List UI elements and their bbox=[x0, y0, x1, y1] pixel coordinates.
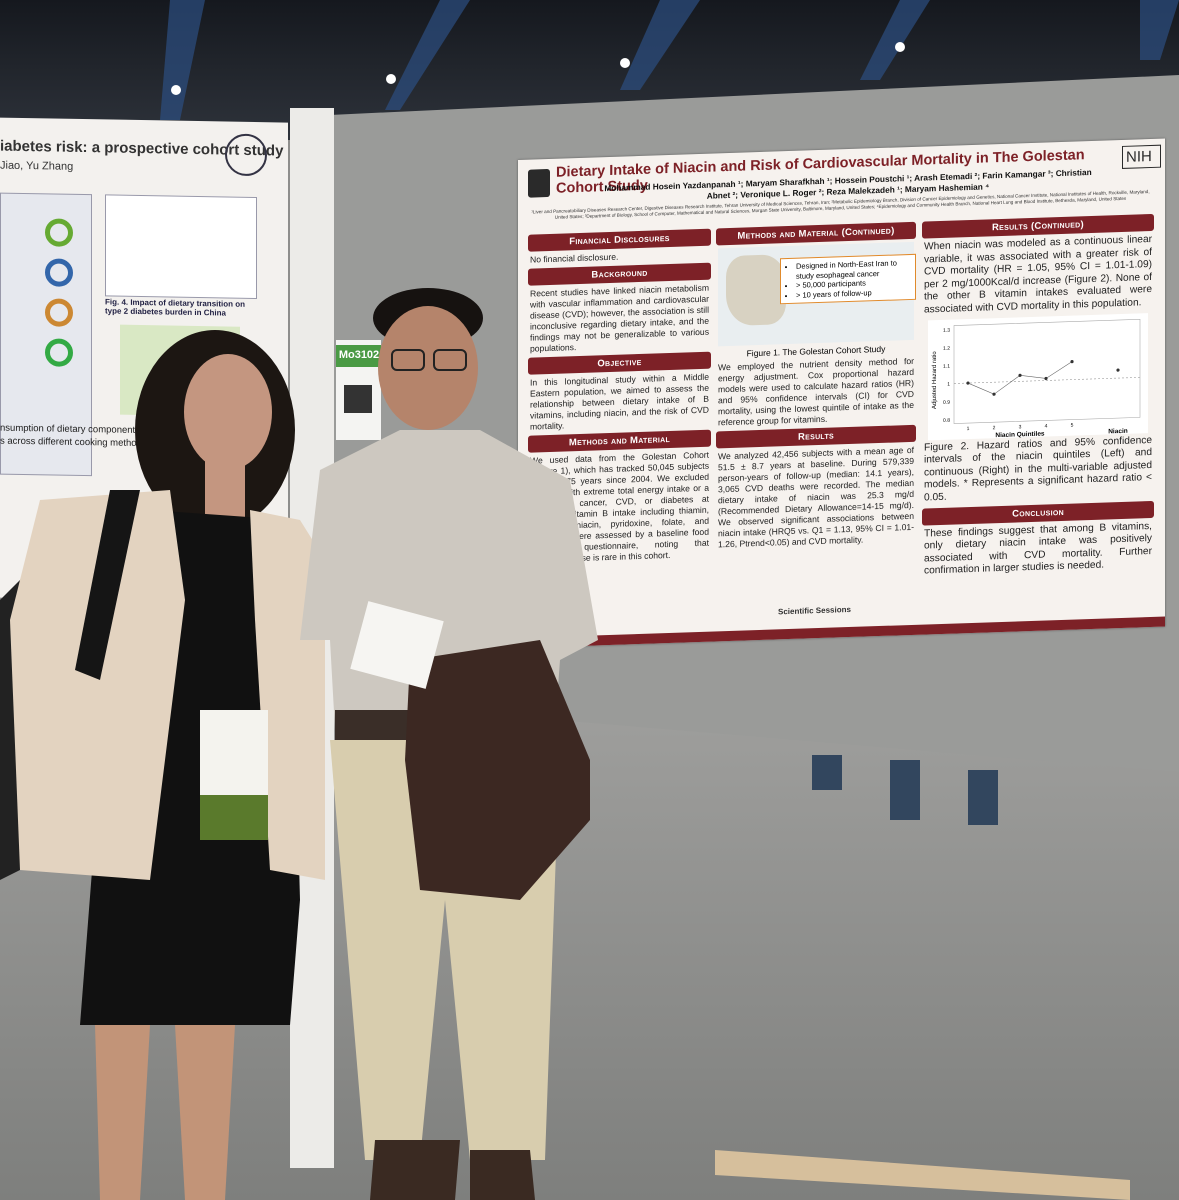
donut-chart bbox=[45, 218, 73, 247]
section-text: In this longitudinal study within a Midd… bbox=[530, 371, 709, 432]
neighbor-figure-caption: Fig. 4. Impact of dietary transition on … bbox=[105, 297, 246, 318]
figure-caption: Figure 2. Hazard ratios and 95% confiden… bbox=[924, 434, 1152, 504]
y-axis-label: Adjusted Hazard ratio bbox=[932, 350, 938, 409]
map-figure: Designed in North-East Iran to study eso… bbox=[718, 241, 916, 347]
white-panel bbox=[290, 108, 334, 1168]
map-shape bbox=[726, 254, 786, 327]
qr-code bbox=[344, 385, 372, 413]
x-tick-label: 5 bbox=[1071, 422, 1074, 428]
section-text: Recent studies have linked niacin metabo… bbox=[530, 282, 709, 354]
y-tick-label: 0.8 bbox=[943, 417, 950, 423]
section-text: We employed the nutrient density method … bbox=[718, 355, 914, 428]
x-tick-label: 1 bbox=[967, 426, 970, 432]
section-heading: Methods and Material bbox=[528, 429, 711, 453]
x-tick-label: 4 bbox=[1045, 423, 1048, 429]
neighbor-poster-authors: Jiao, Yu Zhang bbox=[0, 159, 74, 173]
column: Results (Continued) When niacin was mode… bbox=[922, 211, 1154, 582]
section-heading: Financial Disclosures bbox=[528, 228, 711, 252]
y-tick-label: 1.1 bbox=[943, 363, 950, 369]
logo bbox=[528, 168, 550, 198]
section-text: These findings suggest that among B vita… bbox=[924, 520, 1152, 577]
trend-line bbox=[967, 360, 1073, 395]
x-tick-label: 2 bbox=[993, 425, 996, 431]
y-tick-label: 1.3 bbox=[943, 327, 950, 333]
estimates bbox=[966, 359, 1120, 396]
poster-tube bbox=[715, 1150, 1130, 1200]
x-axis-label: Niacin Quintiles bbox=[995, 430, 1044, 439]
poster: Dietary Intake of Niacin and Risk of Car… bbox=[518, 138, 1165, 648]
poster-footer: Scientific Sessions bbox=[778, 604, 851, 617]
map-callout: Designed in North-East Iran to study eso… bbox=[780, 253, 916, 305]
section-text: When niacin was modeled as a continuous … bbox=[924, 233, 1152, 316]
section-text: We used data from the Golestan Cohort (F… bbox=[530, 449, 709, 565]
donut-chart bbox=[45, 258, 73, 287]
y-tick-label: 0.9 bbox=[943, 399, 950, 405]
session-tag bbox=[336, 345, 381, 367]
x-tick-label: 3 bbox=[1019, 424, 1022, 430]
x-axis-label: Niacin bbox=[1108, 427, 1128, 435]
session-code: Mo3102 bbox=[338, 349, 380, 361]
column: Methods and Material (Continued) Designe… bbox=[716, 219, 916, 554]
section-heading: Background bbox=[528, 262, 711, 286]
reference-line bbox=[954, 376, 1140, 384]
section-text: We analyzed 42,456 subjects with a mean … bbox=[718, 444, 914, 550]
figure-2: Adjusted Hazard ratio 1.3 1.2 1.1 1 0.9 … bbox=[928, 312, 1148, 440]
y-tick-label: 1.2 bbox=[943, 345, 950, 351]
neighbor-poster: iabetes risk: a prospective cohort study… bbox=[0, 117, 288, 603]
university-logo bbox=[225, 133, 267, 177]
plot-frame bbox=[953, 318, 1141, 424]
nih-logo: NIH bbox=[1122, 144, 1161, 169]
donut-chart bbox=[45, 298, 73, 327]
neighbor-chart bbox=[105, 194, 257, 300]
section-heading: Objective bbox=[528, 351, 711, 375]
column: Financial Disclosures No financial discl… bbox=[528, 226, 711, 569]
background-legs bbox=[812, 755, 998, 825]
donut-chart bbox=[45, 338, 73, 367]
y-tick-label: 1 bbox=[947, 381, 950, 387]
neighbor-diagram bbox=[120, 324, 240, 417]
ceiling-lights bbox=[171, 42, 905, 95]
